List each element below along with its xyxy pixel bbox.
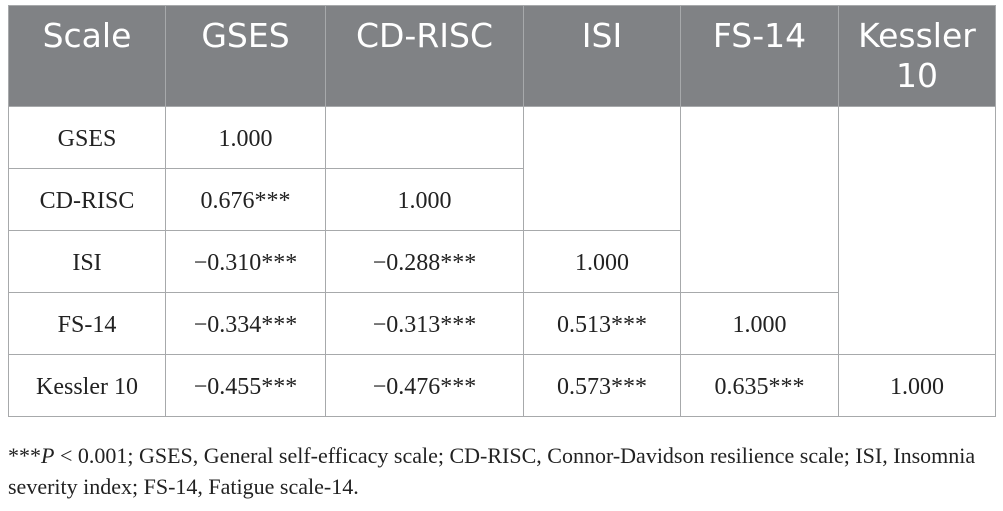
cell: 0.573***: [523, 354, 681, 417]
row-label: ISI: [8, 230, 166, 293]
cell: −0.334***: [165, 292, 326, 355]
row-label: GSES: [8, 106, 166, 169]
cell: −0.313***: [325, 292, 524, 355]
footnote-p: P: [41, 443, 55, 468]
cell: 1.000: [325, 168, 524, 231]
row-label: CD-RISC: [8, 168, 166, 231]
footnote: ***P < 0.001; GSES, General self-efficac…: [8, 440, 998, 502]
header-cell: GSES: [165, 5, 326, 107]
header-row: Scale GSES CD-RISC ISI FS-14 Kessler 10: [8, 5, 996, 107]
cell: −0.288***: [325, 230, 524, 293]
empty-cell: [325, 106, 524, 169]
cell: 1.000: [165, 106, 326, 169]
header-cell: Kessler 10: [838, 5, 996, 107]
header-cell: FS-14: [680, 5, 839, 107]
row-label: Kessler 10: [8, 354, 166, 417]
row-label: FS-14: [8, 292, 166, 355]
cell: −0.310***: [165, 230, 326, 293]
cell: 0.635***: [680, 354, 839, 417]
cell: −0.476***: [325, 354, 524, 417]
table-wrap: Scale GSES CD-RISC ISI FS-14 Kessler 10 GSES 1…: [8, 5, 996, 417]
correlation-table: Scale GSES CD-RISC ISI FS-14 Kessler 10 GSES 1…: [8, 5, 996, 417]
footnote-text: < 0.001; GSES, General self-efficacy sca…: [8, 443, 976, 499]
footnote-marker: ***: [8, 443, 41, 468]
table-row: GSES 1.000: [8, 106, 996, 355]
table-row: FS-14 −0.334*** −0.313*** 0.513*** 1.000: [8, 292, 996, 355]
empty-cell: [838, 106, 996, 355]
cell: 0.676***: [165, 168, 326, 231]
header-cell: ISI: [523, 5, 681, 107]
cell: 1.000: [523, 230, 681, 293]
header-cell: CD-RISC: [325, 5, 524, 107]
empty-cell: [523, 106, 681, 231]
cell: 1.000: [680, 292, 839, 355]
header-cell: Scale: [8, 5, 166, 107]
cell: 0.513***: [523, 292, 681, 355]
table-row: Kessler 10 −0.455*** −0.476*** 0.573*** 0.63…: [8, 354, 996, 417]
table-row: CD-RISC 0.676*** 1.000: [8, 168, 996, 231]
empty-cell: [680, 106, 839, 293]
cell: −0.455***: [165, 354, 326, 417]
cell: 1.000: [838, 354, 996, 417]
